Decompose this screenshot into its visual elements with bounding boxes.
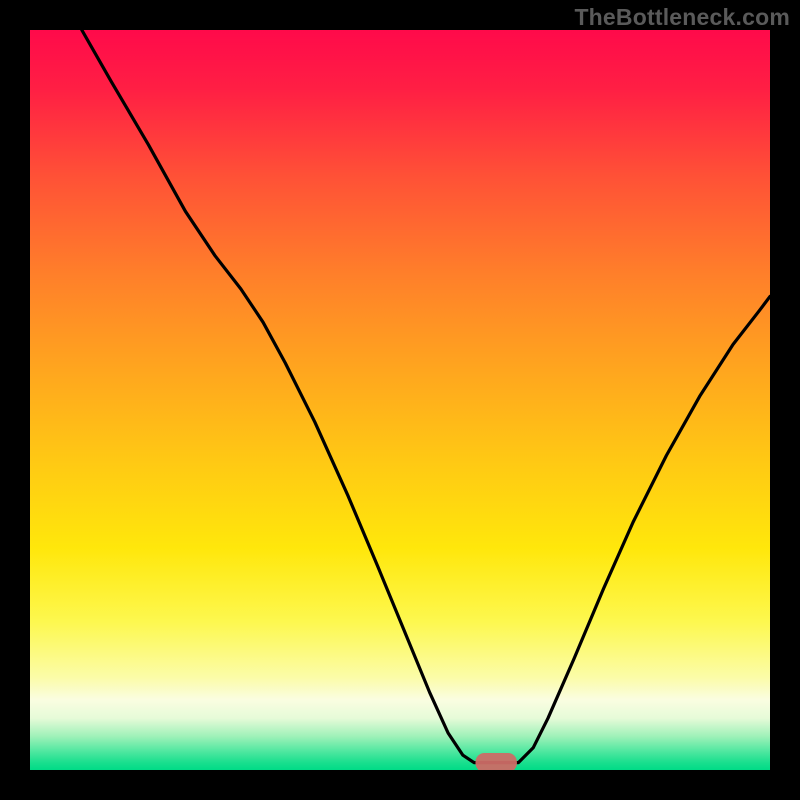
gradient-background — [30, 30, 770, 770]
chart-stage: TheBottleneck.com — [0, 0, 800, 800]
optimum-marker — [475, 753, 516, 772]
watermark-label: TheBottleneck.com — [574, 4, 790, 31]
plot-area — [30, 30, 770, 772]
chart-svg — [0, 0, 800, 800]
